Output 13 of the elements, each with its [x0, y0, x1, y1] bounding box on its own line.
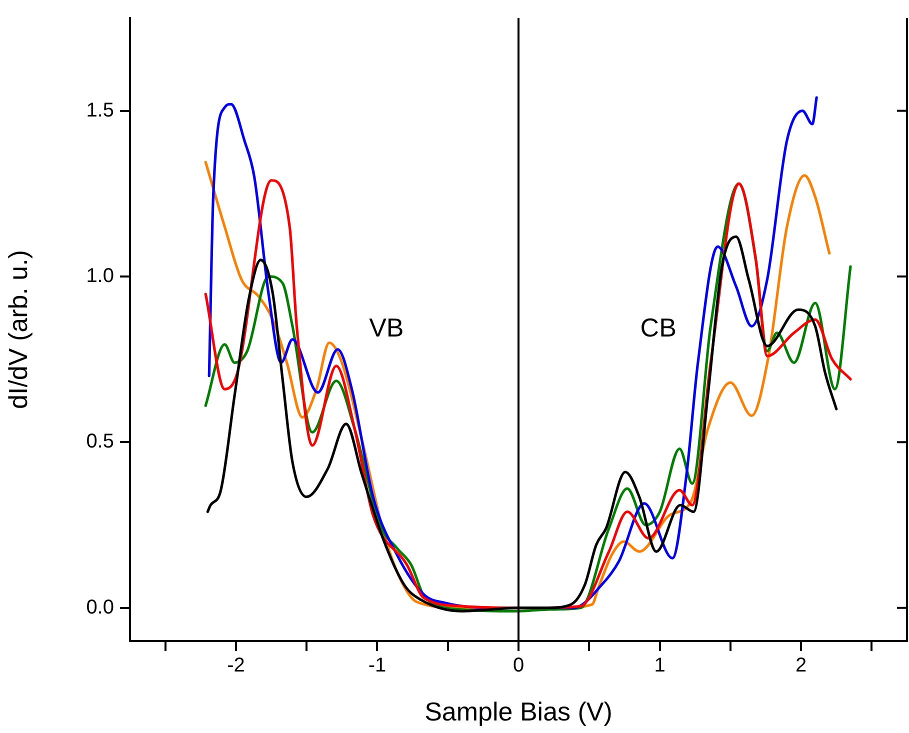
x-tick-label: -2 [227, 654, 245, 677]
annotation: CB [640, 312, 676, 343]
y-tick-label: 1.0 [86, 264, 114, 287]
y-tick-label: 1.5 [86, 99, 114, 122]
x-axis-title: Sample Bias (V) [424, 696, 612, 727]
x-tick-label: 2 [795, 654, 807, 677]
y-tick-label: 0.0 [86, 596, 114, 618]
x-tick-label: 0 [512, 654, 524, 677]
x-tick-label: -1 [368, 654, 386, 677]
y-tick-label: 0.5 [86, 430, 114, 453]
x-tick-label: 1 [654, 654, 666, 677]
y-axis-title: dI/dV (arb. u.) [2, 250, 33, 409]
annotation: VB [369, 312, 404, 343]
